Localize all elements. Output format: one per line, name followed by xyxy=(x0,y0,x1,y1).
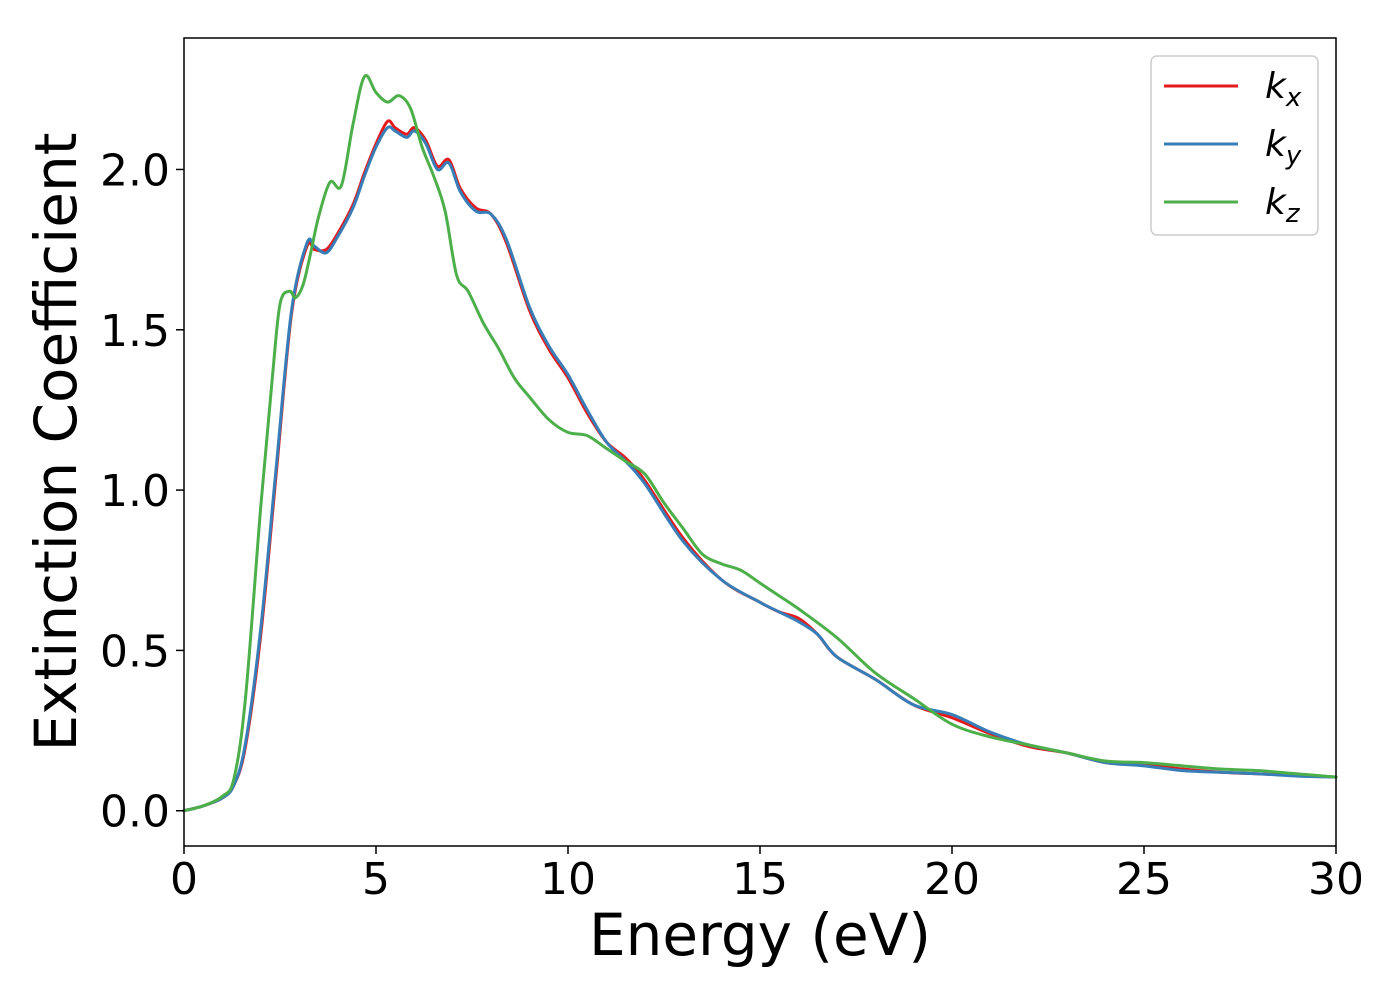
y-tick-label: 0.5 xyxy=(100,626,170,677)
x-tick-label: 25 xyxy=(1116,854,1172,905)
x-tick-label: 20 xyxy=(924,854,980,905)
y-axis-ticks: 0.0 0.5 1.0 1.5 2.0 xyxy=(100,145,184,838)
x-axis-label: Energy (eV) xyxy=(589,901,931,969)
legend: kx ky kz xyxy=(1150,55,1319,236)
y-tick-label: 1.0 xyxy=(100,466,170,517)
x-tick-label: 30 xyxy=(1308,854,1364,905)
legend-label-y: ky xyxy=(1265,124,1302,171)
x-axis-ticks: 0 5 10 15 20 25 30 xyxy=(170,846,1364,905)
plot-lines xyxy=(182,73,1338,813)
y-axis-label: Extinction Coefficient xyxy=(22,133,90,752)
series-line-y xyxy=(182,125,1338,813)
legend-label-x: kx xyxy=(1265,66,1302,113)
y-tick-label: 2.0 xyxy=(100,145,170,196)
x-tick-label: 15 xyxy=(732,854,788,905)
legend-label-z: kz xyxy=(1265,182,1301,229)
y-tick-label: 1.5 xyxy=(100,306,170,357)
x-tick-label: 5 xyxy=(362,854,390,905)
y-tick-label: 0.0 xyxy=(100,787,170,838)
x-tick-label: 10 xyxy=(540,854,596,905)
x-tick-label: 0 xyxy=(170,854,198,905)
series-line-z xyxy=(182,73,1338,813)
